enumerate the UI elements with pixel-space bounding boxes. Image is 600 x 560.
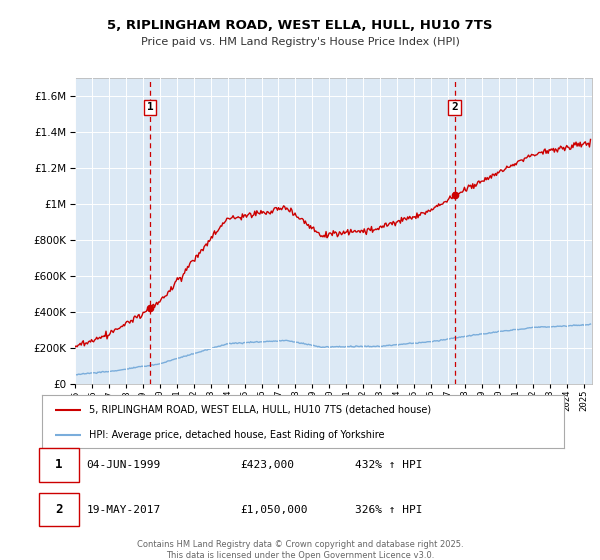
FancyBboxPatch shape bbox=[40, 493, 79, 526]
Text: 5, RIPLINGHAM ROAD, WEST ELLA, HULL, HU10 7TS: 5, RIPLINGHAM ROAD, WEST ELLA, HULL, HU1… bbox=[107, 18, 493, 32]
Text: Price paid vs. HM Land Registry's House Price Index (HPI): Price paid vs. HM Land Registry's House … bbox=[140, 37, 460, 47]
FancyBboxPatch shape bbox=[40, 448, 79, 482]
Text: 04-JUN-1999: 04-JUN-1999 bbox=[86, 460, 161, 470]
Text: 5, RIPLINGHAM ROAD, WEST ELLA, HULL, HU10 7TS (detached house): 5, RIPLINGHAM ROAD, WEST ELLA, HULL, HU1… bbox=[89, 405, 431, 415]
Text: 1: 1 bbox=[55, 458, 63, 472]
Text: 1: 1 bbox=[147, 102, 154, 113]
Text: HPI: Average price, detached house, East Riding of Yorkshire: HPI: Average price, detached house, East… bbox=[89, 430, 385, 440]
Text: £1,050,000: £1,050,000 bbox=[241, 505, 308, 515]
Text: 432% ↑ HPI: 432% ↑ HPI bbox=[355, 460, 422, 470]
Text: 326% ↑ HPI: 326% ↑ HPI bbox=[355, 505, 422, 515]
Text: Contains HM Land Registry data © Crown copyright and database right 2025.
This d: Contains HM Land Registry data © Crown c… bbox=[137, 539, 463, 560]
Text: 2: 2 bbox=[55, 503, 63, 516]
Text: 19-MAY-2017: 19-MAY-2017 bbox=[86, 505, 161, 515]
Text: £423,000: £423,000 bbox=[241, 460, 295, 470]
Text: 2: 2 bbox=[451, 102, 458, 113]
